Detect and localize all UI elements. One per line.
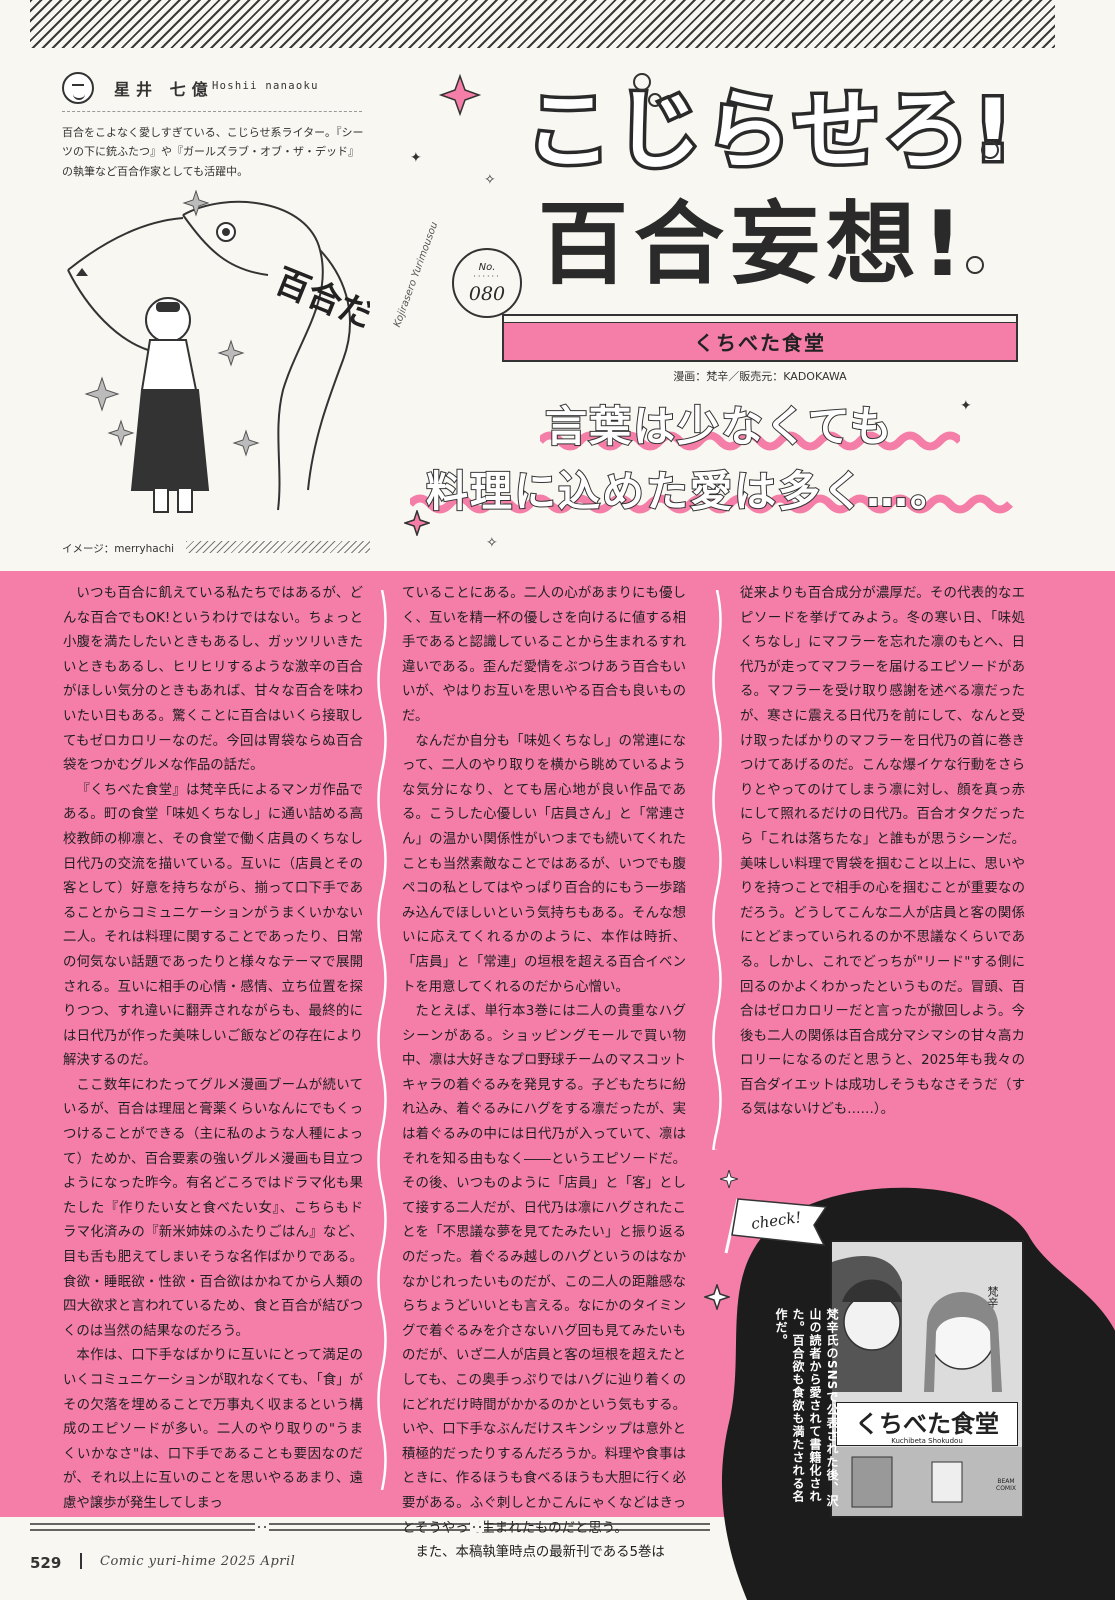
article-paragraph: ここ数年にわたってグルメ漫画ブームが続いているが、百合は理屈と膏薬くらいなんにで…	[63, 1077, 363, 1339]
sparkle-small-icon: ✦	[960, 398, 972, 414]
sparkle-small-icon: ✦	[410, 150, 422, 166]
article-column-2: ていることにある。二人の心があまりにも優しく、互いを精一杯の優しさを向けるに値す…	[402, 582, 686, 1566]
article-paragraph: 『くちべた食堂』は梵辛氏によるマンガ作品である。町の食堂「味処くちなし」に通い詰…	[63, 782, 363, 1069]
author-divider	[62, 111, 362, 112]
article-paragraph: たとえば、単行本3巻には二人の貴重なハグシーンがある。ショッピングモールで買い物…	[402, 1004, 686, 1536]
author-bio: 百合をこよなく愛しすぎている、こじらせ系ライター。『シーツの下に銃ふたつ』や『ガ…	[62, 126, 364, 178]
author-row: 星井 七億 Hoshii nanaoku	[62, 72, 362, 106]
issue-number-label: No.	[478, 262, 496, 273]
sparkle-small-icon: ✧	[486, 535, 498, 551]
header-hatch	[30, 0, 1055, 48]
book-author: 梵辛	[986, 1286, 999, 1308]
article-paragraph: 本作は、口下手なばかりに互いにとって満足のいくコミュニケーションが取れなくても、…	[63, 1348, 363, 1511]
work-credits: 漫画：梵辛／販売元：KADOKAWA	[673, 370, 847, 383]
series-title-line2: 百合妄想!	[538, 192, 969, 297]
work-title-banner: くちべた食堂	[502, 314, 1018, 362]
sparkle-icon	[404, 510, 430, 536]
sparkle-icon	[704, 1284, 730, 1310]
sparkle-small-icon	[720, 1170, 738, 1188]
article-paragraph: いつも百合に飢えている私たちではあるが、どんな百合でもOK!というわけではない。…	[63, 586, 363, 774]
article-paragraph-continued: 従来よりも百合成分が濃厚だ。その代表的なエピソードを挙げてみよう。冬の寒い日、「…	[740, 586, 1025, 1118]
article-column-3: 従来よりも百合成分が濃厚だ。その代表的なエピソードを挙げてみよう。冬の寒い日、「…	[740, 582, 1025, 1123]
headline-wave-1	[540, 431, 960, 451]
article-paragraph-continued: ていることにある。二人の心があまりにも優しく、互いを精一杯の優しさを向けるに値す…	[402, 586, 686, 724]
column-separator	[377, 590, 387, 1490]
author-roman-name: Hoshii nanaoku	[212, 80, 319, 92]
column-separator	[712, 590, 722, 1150]
headline-line1: 言葉は少なくても	[544, 401, 894, 452]
article-paragraph: なんだか自分も「味処くちなし」の常連になって、二人のやり取りを横から眺めているよ…	[402, 733, 686, 995]
issue-number: 080	[468, 283, 506, 305]
article-column-1: いつも百合に飢えている私たちではあるが、どんな百合でもOK!というわけではない。…	[63, 582, 363, 1517]
headline-wave-2	[410, 494, 1013, 514]
check-caption: 梵辛氏のSNSで公表された後、沢山の読者から愛されて書籍化された。百合欲も食欲も…	[774, 1308, 839, 1508]
magazine-name: Comic yuri-hime 2025 April	[100, 1554, 296, 1569]
author-face-icon	[62, 72, 94, 104]
check-flag-icon: check!	[724, 1198, 828, 1254]
book-label: BEAM COMIX	[996, 1478, 1016, 1492]
book-cover-art	[832, 1242, 1022, 1516]
book-title-roman: Kuchibeta Shokudou	[891, 1437, 963, 1445]
issue-number-badge: No. ······ 080	[452, 248, 522, 318]
series-title-line1: こじらせろ!	[525, 81, 1017, 181]
footer-rule	[30, 1522, 710, 1532]
author-name: 星井 七億	[114, 80, 214, 99]
series-title: こじらせろ! 百合妄想!	[438, 73, 1017, 297]
sparkle-small-icon: ✧	[484, 172, 496, 188]
illustration-fishing-girl: 百合だ!!	[67, 190, 370, 513]
article-paragraph: また、本稿執筆時点の最新刊である5巻は	[415, 1545, 665, 1561]
illustration-caption: イメージ：merryhachi	[62, 543, 175, 555]
headline-line2: 料理に込めた愛は多く…。	[425, 466, 955, 517]
footer-divider	[80, 1553, 82, 1569]
fish-text: 百合だ!!	[270, 261, 370, 348]
illustration-caption-hatch	[186, 541, 370, 553]
book-title: くちべた食堂 Kuchibeta Shokudou	[836, 1402, 1018, 1446]
work-title: くちべた食堂	[694, 331, 826, 355]
issue-number-dots: ······	[473, 272, 501, 281]
book-title-text: くちべた食堂	[855, 1410, 999, 1438]
page-number: 529	[30, 1554, 62, 1572]
book-cover: 梵辛 くちべた食堂 Kuchibeta Shokudou BEAM COMIX	[830, 1240, 1024, 1518]
